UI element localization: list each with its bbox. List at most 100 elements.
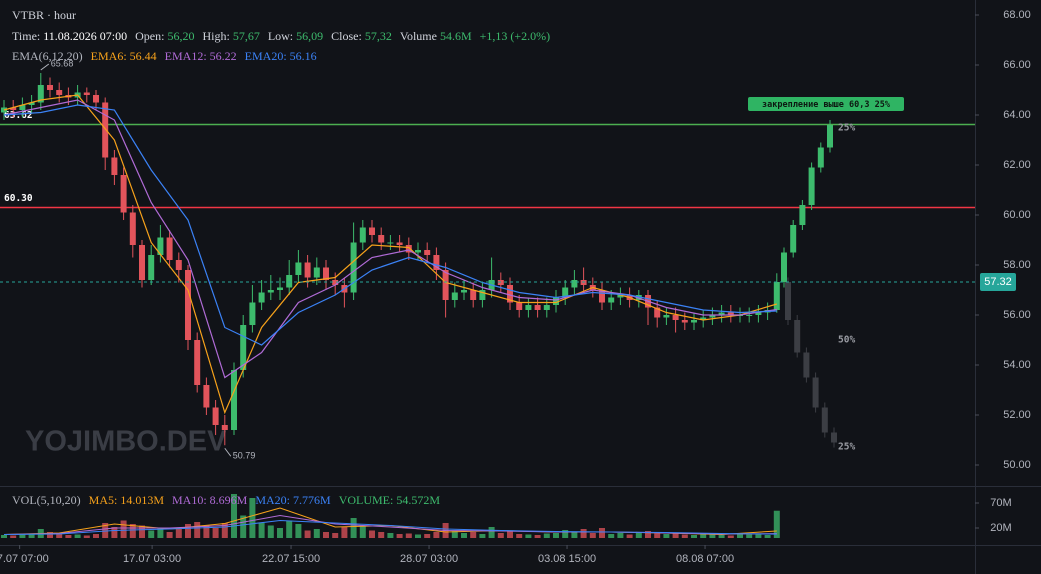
candle-body <box>562 287 569 298</box>
ohlc-label: Close: <box>331 29 362 43</box>
candle-body <box>817 147 824 168</box>
candle-body <box>56 90 63 95</box>
volume-bar <box>56 533 63 538</box>
current-price-label: 57.32 <box>984 276 1012 288</box>
candle-body <box>525 305 532 310</box>
candle-body <box>553 297 559 305</box>
candle-body <box>249 302 256 325</box>
candle-body <box>821 407 828 433</box>
y-tick-label: 62.00 <box>1003 159 1031 171</box>
volume-bar <box>727 535 734 538</box>
candle-body <box>378 235 385 243</box>
candle-body <box>313 267 320 278</box>
x-tick-label: 08.08 07:00 <box>676 553 734 565</box>
volume-bar <box>461 533 467 538</box>
volume-bar <box>212 528 219 538</box>
volume-tick-label: 70M <box>990 497 1011 509</box>
ohlc-value: +1,13 (+2.0%) <box>479 29 551 43</box>
candle-body <box>654 307 661 318</box>
volume-bar <box>516 534 523 538</box>
volume-bar <box>221 523 228 538</box>
volume-bar <box>203 525 210 538</box>
y-tick-label: 58.00 <box>1003 259 1031 271</box>
volume-bar <box>83 535 90 538</box>
volume-bar <box>589 533 596 538</box>
volume-bar <box>194 522 201 538</box>
volume-bar <box>654 533 661 538</box>
candle-body <box>470 290 477 300</box>
volume-bar <box>562 530 569 538</box>
volume-bar <box>139 525 145 538</box>
candle-body <box>461 290 467 293</box>
candle-body <box>175 260 182 270</box>
volume-bar <box>387 533 394 538</box>
candle-body <box>10 107 17 110</box>
annotation: закрепление выше 60,3 25% <box>762 100 891 110</box>
min-pointer <box>224 447 232 457</box>
candle-body <box>387 242 394 244</box>
watermark: YOJIMBO.DEV <box>25 426 227 458</box>
ohlc-row: Time: 11.08.2026 07:00 Open: 56,20 High: 57,6… <box>12 29 558 44</box>
candle-body <box>166 237 173 260</box>
candle-body <box>827 125 833 148</box>
volume-bar <box>10 535 17 538</box>
candle-body <box>120 175 127 213</box>
ohlc-label: Open: <box>135 29 165 43</box>
candle-body <box>295 262 302 275</box>
candle-body <box>608 297 615 303</box>
symbol-title: VTBR · hour <box>12 8 76 22</box>
ema-line <box>3 94 777 415</box>
forecast-label: 25% <box>838 123 855 134</box>
current-price-box <box>980 273 1016 291</box>
ohlc-value: 57,32 <box>364 29 392 43</box>
x-tick-label: 07.07 07:00 <box>0 553 49 565</box>
volume-bar <box>663 534 670 538</box>
ema-legend-entry: EMA6: 56.44 <box>90 49 157 63</box>
candle-body <box>831 432 837 443</box>
candle-body <box>672 315 679 320</box>
ohlc-label: Volume <box>399 29 437 43</box>
candle-body <box>794 320 801 353</box>
ohlc-label: High: <box>202 29 230 43</box>
ohlc-value: 56,09 <box>296 29 324 43</box>
volume-bar <box>185 524 191 538</box>
volume-bar <box>608 534 615 538</box>
volume-bar <box>635 532 642 538</box>
candle-body <box>507 285 513 303</box>
price-pane <box>0 0 975 486</box>
max-pointer <box>40 63 50 71</box>
candle-body <box>534 305 541 310</box>
volume-bar <box>405 533 412 538</box>
candle-body <box>286 275 293 288</box>
volume-bar <box>166 532 173 538</box>
candle-body <box>93 95 99 103</box>
candle-body <box>451 292 458 300</box>
ema-legend-entry: EMA12: 56.22 <box>164 49 237 63</box>
candle-body <box>148 255 155 280</box>
candle-body <box>19 105 26 110</box>
candle-body <box>571 280 578 288</box>
annotation-box <box>748 97 904 111</box>
volume-bar <box>424 534 431 538</box>
volume-ma-legend: MA20: 7.776M <box>255 493 331 507</box>
y-tick-label: 54.00 <box>1003 359 1031 371</box>
ohlc-label: Low: <box>267 29 294 43</box>
volume-bar <box>129 524 136 538</box>
volume-bar <box>645 531 651 538</box>
volume-bar <box>359 525 366 538</box>
volume-bar <box>479 534 486 538</box>
volume-bar <box>350 518 357 538</box>
candle-body <box>28 102 35 105</box>
x-tick-label: 03.08 15:00 <box>538 553 596 565</box>
candle-body <box>599 290 605 303</box>
candle-body <box>773 282 780 310</box>
volume-bar <box>341 527 348 538</box>
volume-bar <box>580 529 587 538</box>
volume-bar <box>47 532 53 538</box>
volume-bar <box>599 528 605 538</box>
volume-bar <box>718 535 725 538</box>
volume-bar <box>258 523 265 538</box>
candle-body <box>790 225 797 253</box>
volume-bar <box>764 535 771 538</box>
candle-body <box>203 385 210 408</box>
